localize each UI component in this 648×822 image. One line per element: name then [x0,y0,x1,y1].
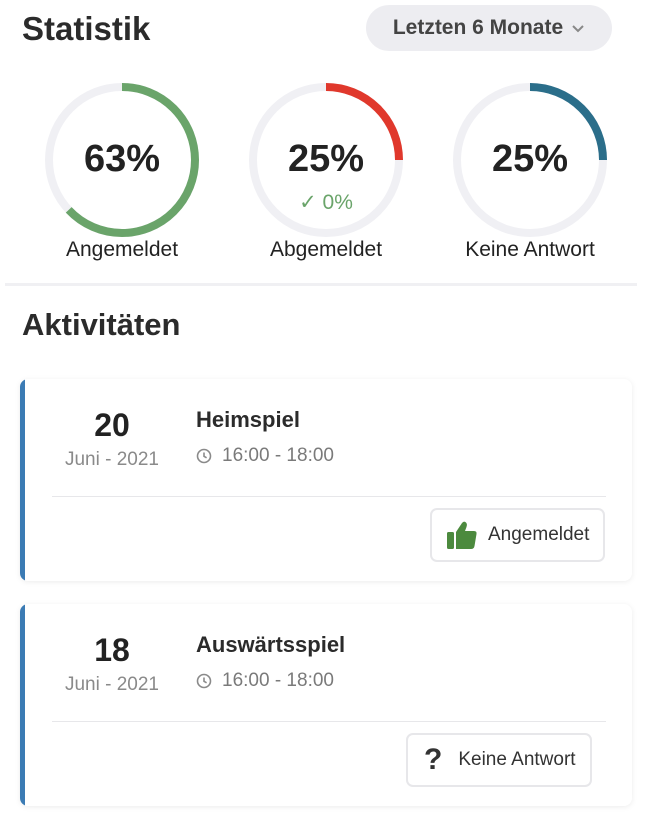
ring-registered: 63% Angemeldet [22,80,222,270]
thumbs-up-icon [447,521,477,549]
ring-label: Keine Antwort [465,238,595,261]
activities-title: Aktivitäten [22,307,181,342]
ring-value: 25% [491,138,569,180]
statistics-rings: 63% Angemeldet 25% ✓ 0% Abgemeldet 25% K… [0,80,648,270]
activity-card[interactable]: 20 Juni - 2021 Heimspiel 16:00 - 18:00 A… [20,379,632,581]
event-day: 18 [94,632,130,668]
event-title: Heimspiel [196,407,300,432]
period-dropdown[interactable]: Letzten 6 Monate [366,5,612,51]
ring-no-answer: 25% Keine Antwort [430,80,630,270]
status-no-answer-button[interactable]: ? Keine Antwort [406,733,592,787]
chevron-down-icon [572,25,584,33]
statistics-title: Statistik [22,10,151,47]
activity-card[interactable]: 18 Juni - 2021 Auswärtsspiel 16:00 - 18:… [20,604,632,806]
event-time-text: 16:00 - 18:00 [222,670,334,691]
ring-chart [249,83,403,237]
event-month: Juni - 2021 [64,449,159,470]
ring-value: 63% [83,138,161,180]
ring-value: 25% [287,138,365,180]
period-dropdown-label: Letzten 6 Monate [392,16,564,39]
clock-icon [196,673,212,689]
status-registered-button[interactable]: Angemeldet [430,508,606,562]
ring-chart [453,83,607,237]
card-accent-bar [20,379,25,581]
event-time-text: 16:00 - 18:00 [222,445,334,466]
ring-sub-value: ✓ 0% [299,191,353,214]
event-day: 20 [94,407,130,443]
event-time: 16:00 - 18:00 [196,670,334,692]
ring-unregistered: 25% ✓ 0% Abgemeldet [226,80,426,270]
event-month: Juni - 2021 [64,674,159,695]
status-label: Angemeldet [488,524,590,545]
ring-chart [45,83,199,237]
event-time: 16:00 - 18:00 [196,445,334,467]
clock-icon [196,448,212,464]
question-mark-icon: ? [424,743,443,776]
event-title: Auswärtsspiel [196,632,346,657]
statistics-header: Statistik Letzten 6 Monate [0,0,648,60]
ring-label: Angemeldet [65,238,179,261]
status-label: Keine Antwort [458,749,576,770]
card-divider [52,721,606,722]
card-accent-bar [20,604,25,806]
section-divider [5,283,637,286]
card-divider [52,496,606,497]
ring-label: Abgemeldet [269,238,383,261]
